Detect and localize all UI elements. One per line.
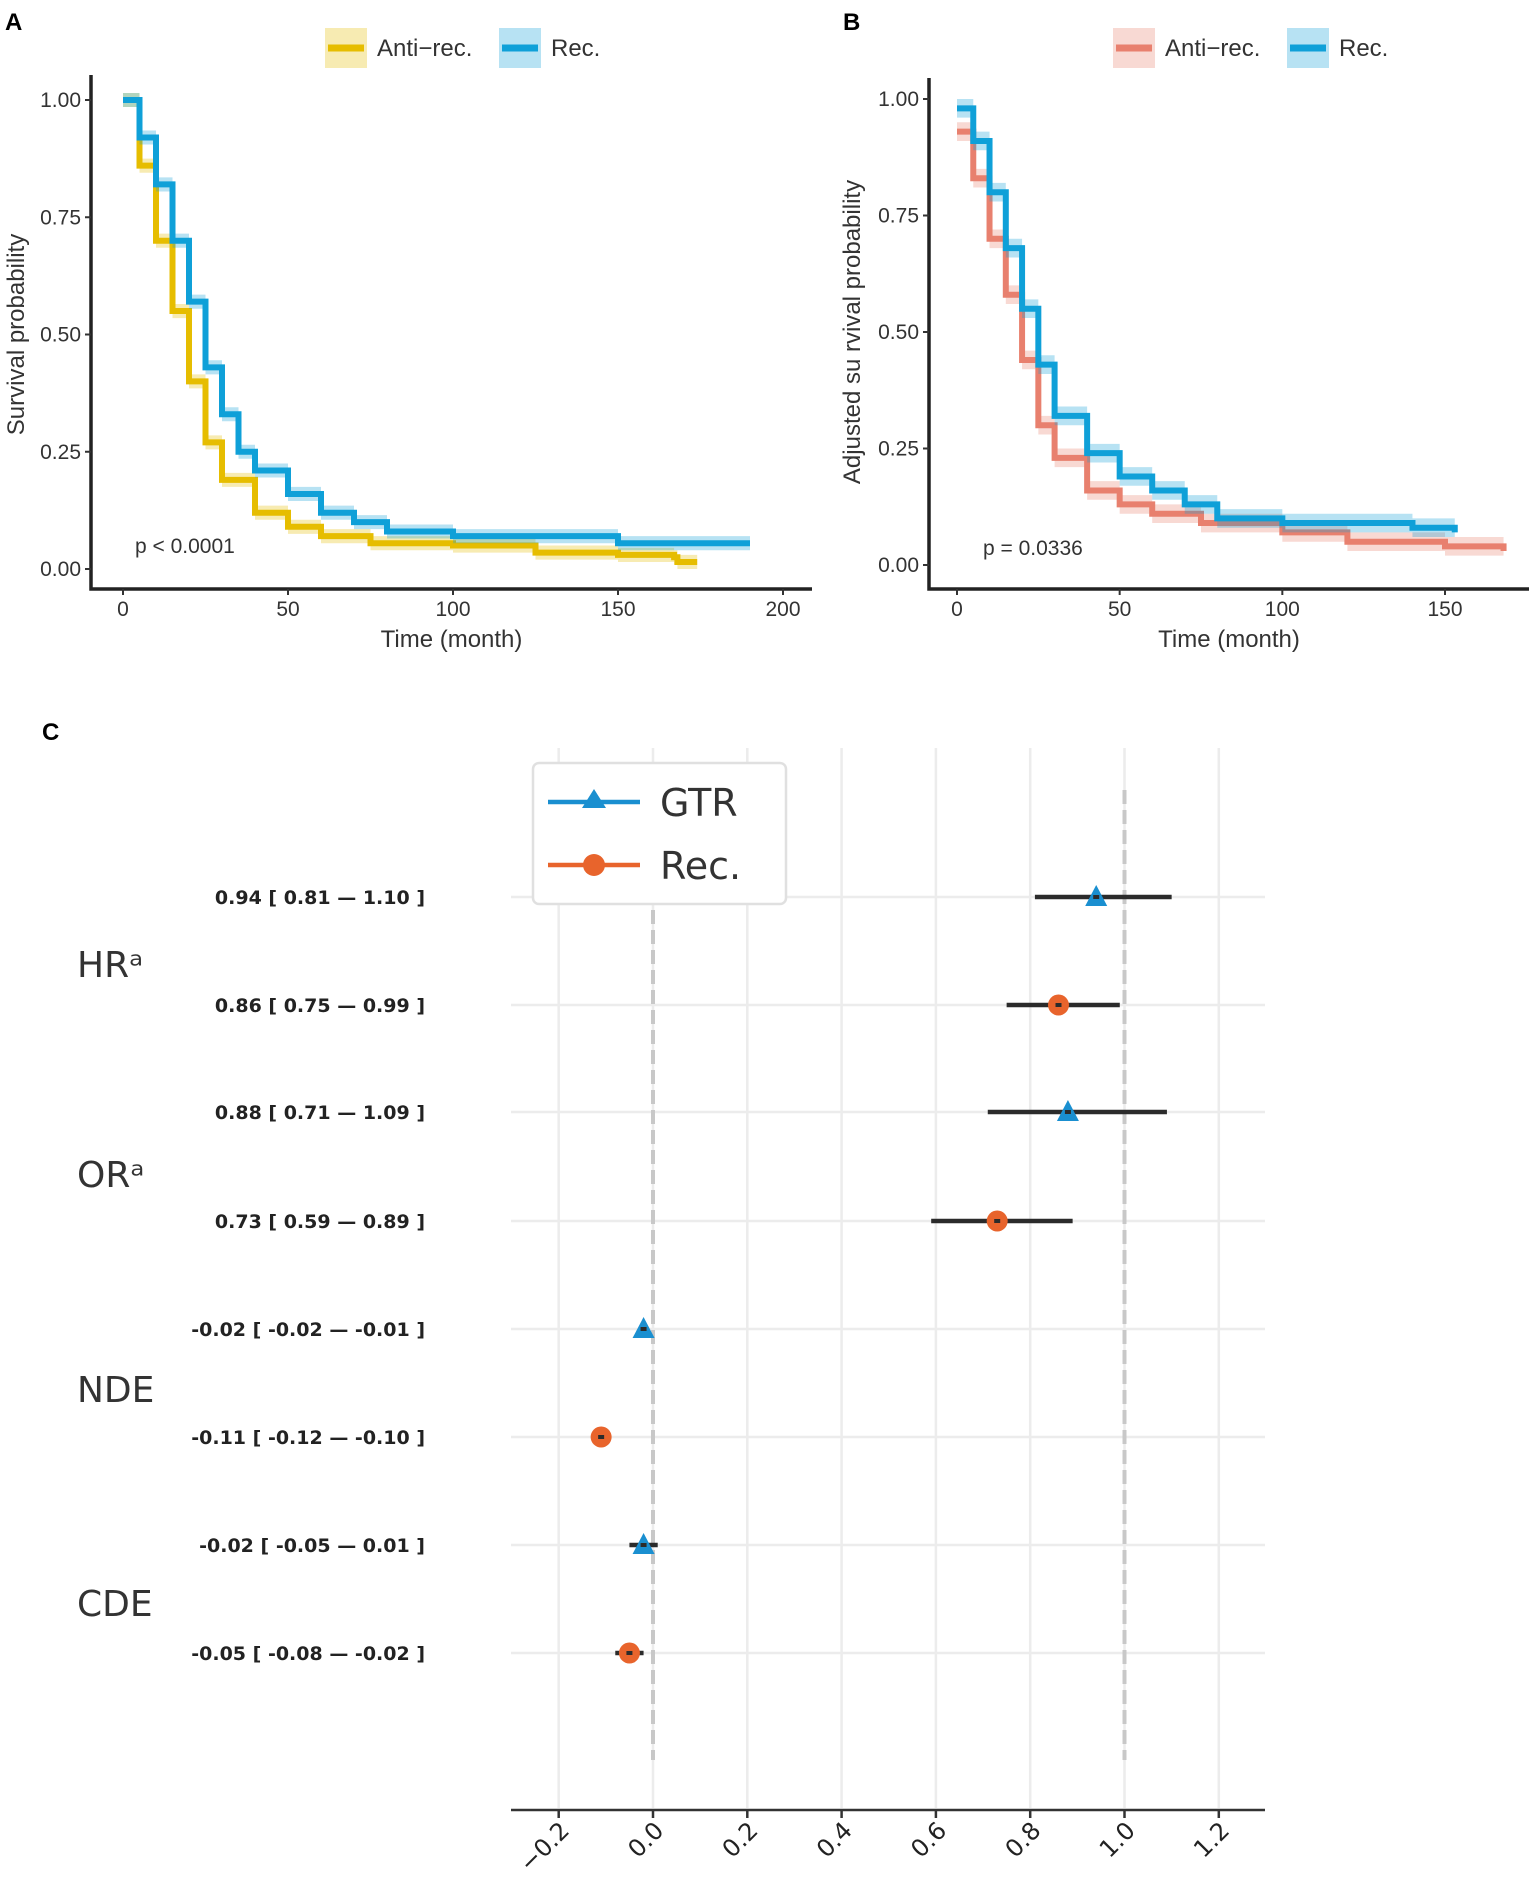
row-label: 0.86 [ 0.75 — 0.99 ]	[215, 995, 425, 1017]
y-tick-label: 0.75	[878, 205, 919, 228]
legend-marker-triangle	[582, 789, 606, 808]
group-label: NDE	[77, 1370, 154, 1411]
x-tick-label: 150	[1427, 598, 1462, 621]
y-tick-label: 0.25	[878, 438, 919, 461]
row-label: 0.88 [ 0.71 — 1.09 ]	[215, 1102, 425, 1124]
axis-lines	[927, 78, 1529, 591]
survival-curve-1	[957, 105, 1458, 533]
x-tick-label: 1.0	[1094, 1816, 1141, 1863]
legend-label: Anti−rec.	[1165, 35, 1260, 62]
x-tick-label: 0.0	[622, 1816, 669, 1863]
y-axis-title: Adjusted su rvival probability	[839, 180, 866, 484]
panel-b: B Anti−rec. Rec. 0.00 0.25 0.50 0.75 1.00 0 50 100…	[839, 9, 1529, 653]
panel-c: C 0.94 [ 0.81 — 1.10 ] 0.86 [ 0.75 — 0.99 …	[42, 719, 1265, 1877]
x-axis-title: Time (month)	[1158, 626, 1300, 653]
x-tick-label: 100	[1265, 598, 1300, 621]
group-label: ORᵃ	[77, 1155, 144, 1196]
ci-band-1	[123, 92, 750, 551]
x-tick-label: −0.2	[514, 1816, 575, 1877]
legend-label: GTR	[660, 781, 738, 825]
x-tick-label: 50	[276, 598, 299, 621]
y-tick-label: 1.00	[40, 89, 81, 112]
x-tick-label: 200	[765, 598, 800, 621]
x-tick-label: 0.4	[811, 1816, 858, 1863]
y-tick-label: 0.75	[40, 206, 81, 229]
p-value: p = 0.0336	[983, 537, 1083, 560]
panel-label: C	[42, 719, 59, 746]
row-label: 0.94 [ 0.81 — 1.10 ]	[215, 887, 425, 909]
survival-curve-1	[123, 97, 750, 547]
y-tick-label: 0.00	[878, 554, 919, 577]
row-label: -0.02 [ -0.02 — -0.01 ]	[191, 1319, 425, 1341]
group-label: HRᵃ	[77, 945, 143, 986]
x-tick-label: 50	[1108, 598, 1131, 621]
survival-curve-0	[123, 97, 698, 565]
legend-marker-circle	[583, 854, 605, 876]
survival-curve-0	[957, 128, 1507, 552]
y-tick-label: 0.50	[40, 324, 81, 347]
ci-band-1	[957, 99, 1455, 542]
y-tick-label: 1.00	[878, 88, 919, 111]
y-tick-label: 0.00	[40, 558, 81, 581]
x-axis-title: Time (month)	[381, 626, 523, 653]
ci-band-0	[123, 92, 698, 569]
y-tick-label: 0.50	[878, 321, 919, 344]
y-tick-label: 0.25	[40, 441, 81, 464]
x-tick-label: 0	[117, 598, 129, 621]
x-tick-label: 0.8	[1000, 1816, 1047, 1863]
p-value: p < 0.0001	[135, 535, 235, 558]
row-label: -0.05 [ -0.08 — -0.02 ]	[191, 1643, 425, 1665]
row-label: 0.73 [ 0.59 — 0.89 ]	[215, 1211, 425, 1233]
legend-label: Anti−rec.	[377, 35, 472, 62]
x-tick-label: 100	[435, 598, 470, 621]
x-tick-label: 0.2	[717, 1816, 764, 1863]
row-label: -0.11 [ -0.12 — -0.10 ]	[191, 1427, 425, 1449]
group-label: CDE	[77, 1584, 153, 1625]
axis-lines	[89, 75, 812, 591]
panel-a: A Anti−rec. Rec. 0.00 0.25 0.50 0.75 1.00 0 50 100…	[3, 9, 812, 653]
x-tick-label: 1.2	[1188, 1816, 1235, 1863]
panel-label: B	[843, 9, 860, 36]
legend-label: Rec.	[660, 844, 741, 888]
row-label: -0.02 [ -0.05 — 0.01 ]	[199, 1535, 425, 1557]
x-tick-label: 0	[951, 598, 963, 621]
panel-label: A	[5, 9, 22, 36]
legend-label: Rec.	[1339, 35, 1388, 62]
x-tick-label: 150	[600, 598, 635, 621]
legend-label: Rec.	[551, 35, 600, 62]
x-tick-label: 0.6	[905, 1816, 952, 1863]
y-axis-title: Survival probability	[3, 234, 30, 435]
